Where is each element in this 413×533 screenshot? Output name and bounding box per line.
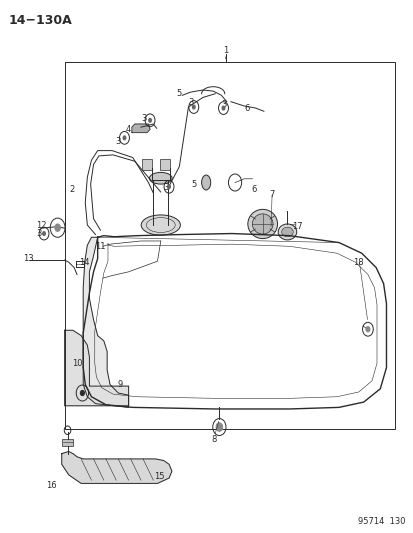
- Text: 13: 13: [24, 254, 34, 263]
- Polygon shape: [83, 237, 128, 407]
- Ellipse shape: [141, 215, 180, 235]
- Circle shape: [122, 135, 126, 140]
- Text: 16: 16: [45, 481, 56, 490]
- Text: 8: 8: [211, 435, 216, 444]
- Circle shape: [80, 390, 84, 395]
- Ellipse shape: [278, 224, 296, 240]
- Text: 10: 10: [71, 359, 82, 368]
- Text: 3: 3: [141, 114, 147, 123]
- Text: 5: 5: [191, 180, 196, 189]
- Text: 11: 11: [95, 242, 106, 251]
- Text: 3: 3: [163, 183, 168, 192]
- Text: 2: 2: [69, 185, 74, 194]
- Ellipse shape: [252, 214, 272, 234]
- Text: 3: 3: [188, 98, 194, 107]
- FancyBboxPatch shape: [159, 159, 169, 169]
- Circle shape: [191, 104, 195, 110]
- Text: 18: 18: [353, 258, 363, 266]
- Text: 3: 3: [220, 100, 225, 109]
- Ellipse shape: [149, 172, 172, 184]
- Text: 6: 6: [251, 185, 256, 194]
- Text: 7: 7: [269, 190, 274, 199]
- Circle shape: [54, 223, 61, 232]
- Text: 14: 14: [78, 258, 89, 266]
- Text: 14−130A: 14−130A: [9, 14, 73, 27]
- Text: 4: 4: [125, 125, 130, 134]
- Polygon shape: [64, 330, 128, 406]
- Polygon shape: [132, 124, 150, 133]
- FancyBboxPatch shape: [142, 159, 152, 169]
- Text: 3: 3: [115, 137, 121, 146]
- Text: 1: 1: [223, 46, 228, 55]
- Circle shape: [167, 184, 171, 189]
- Text: 6: 6: [244, 103, 249, 112]
- Circle shape: [148, 118, 152, 123]
- Text: 3: 3: [36, 229, 41, 238]
- Circle shape: [365, 327, 369, 332]
- Ellipse shape: [201, 175, 210, 190]
- Text: 12: 12: [36, 221, 46, 230]
- Circle shape: [221, 106, 225, 111]
- Polygon shape: [62, 451, 171, 483]
- Text: 95714  130: 95714 130: [357, 517, 404, 526]
- Ellipse shape: [281, 227, 292, 237]
- Ellipse shape: [247, 209, 277, 239]
- Circle shape: [216, 423, 222, 431]
- Text: 17: 17: [291, 222, 301, 231]
- Circle shape: [42, 231, 46, 236]
- FancyBboxPatch shape: [62, 439, 73, 446]
- Text: 5: 5: [176, 89, 181, 98]
- Text: 9: 9: [117, 380, 123, 389]
- Text: 15: 15: [154, 472, 164, 481]
